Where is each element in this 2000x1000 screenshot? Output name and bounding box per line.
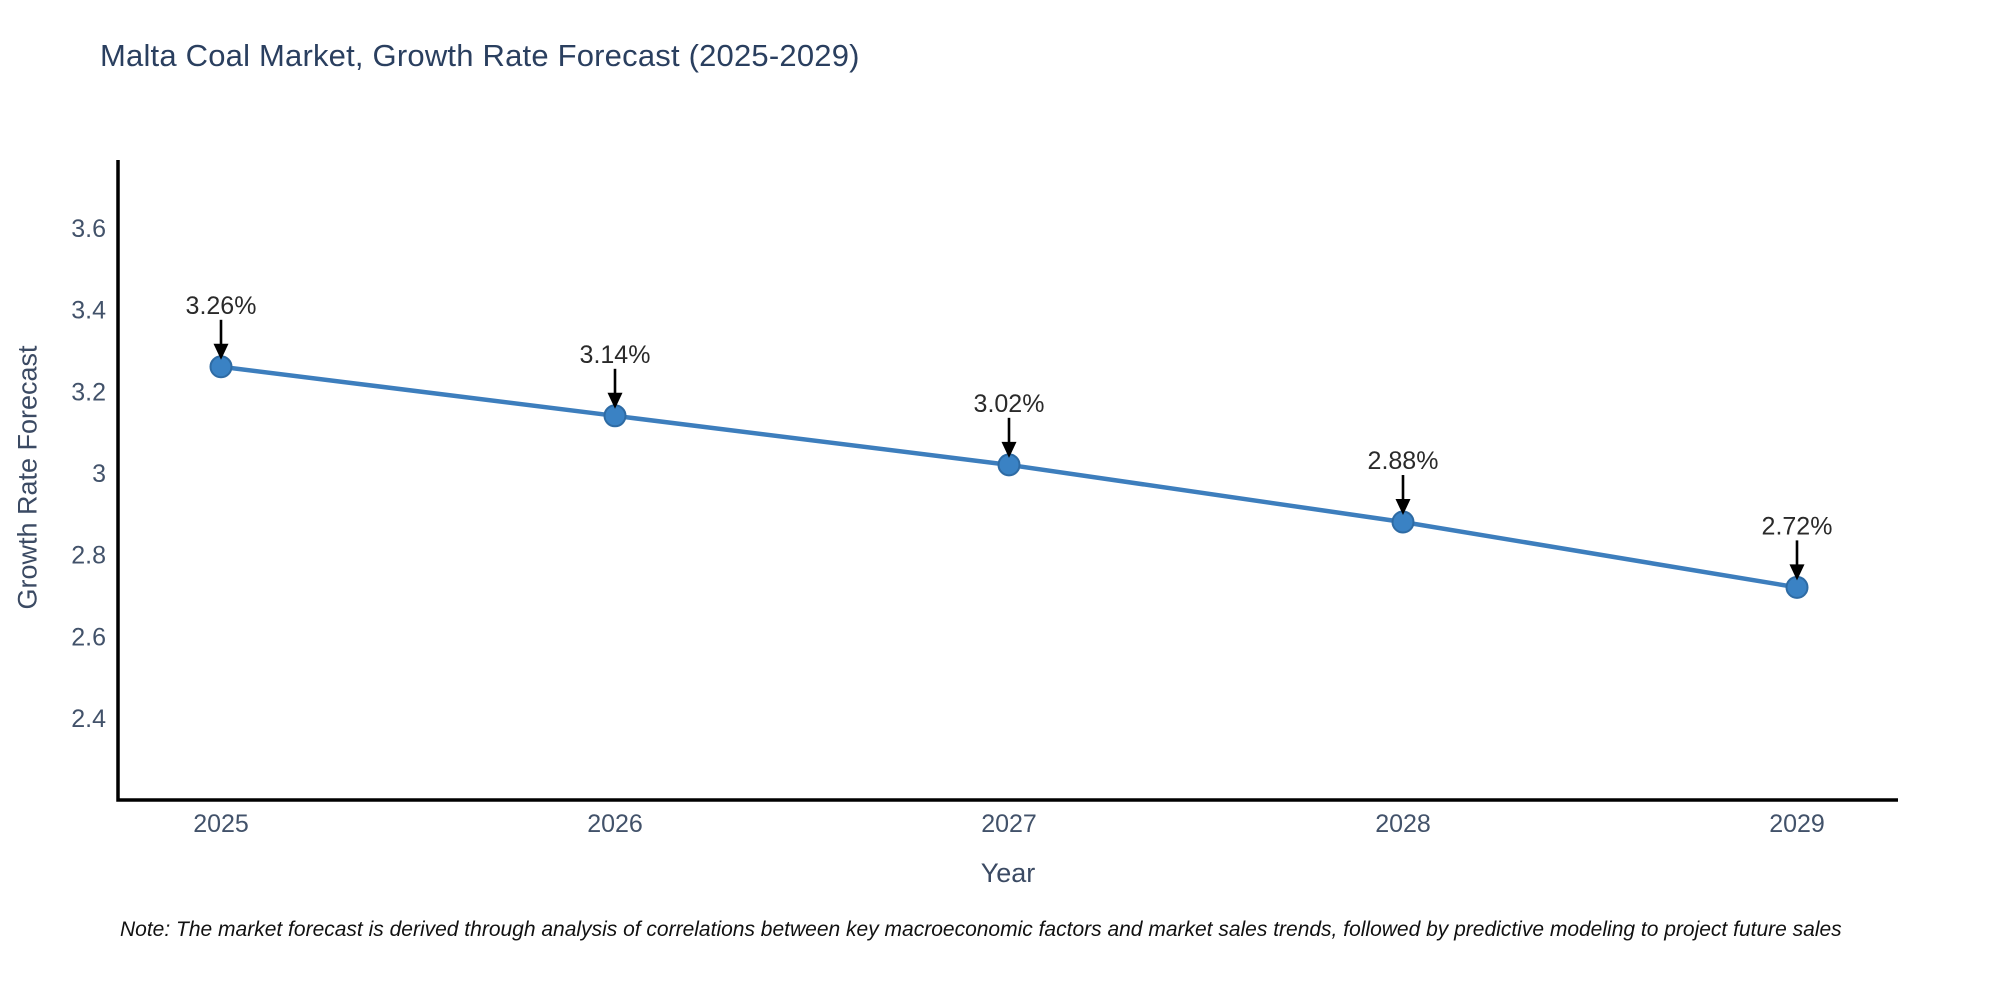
annotation-arrow-head [607,392,623,409]
y-tick-label: 3.4 [71,297,106,325]
data-point-label: 3.02% [974,390,1045,418]
annotation-arrow-head [1395,499,1411,516]
y-tick-label: 3 [92,460,106,488]
x-tick-label: 2026 [587,810,643,838]
x-tick-label: 2025 [193,810,249,838]
y-tick-label: 2.8 [71,542,106,570]
annotation-arrow-head [1001,441,1017,458]
data-point-label: 3.14% [580,341,651,369]
data-point-label: 2.88% [1368,447,1439,475]
y-tick-label: 3.6 [71,215,106,243]
x-tick-label: 2029 [1769,810,1825,838]
axis-lines [116,160,1898,802]
y-tick-label: 2.4 [71,705,106,733]
x-tick-label: 2028 [1375,810,1431,838]
chart-title: Malta Coal Market, Growth Rate Forecast … [100,38,860,73]
annotation-arrow-head [213,343,229,360]
annotation-arrow-head [1789,564,1805,581]
y-tick-label: 2.6 [71,623,106,651]
data-point-label: 2.72% [1762,512,1833,540]
x-tick-label: 2027 [981,810,1037,838]
x-axis-title: Year [980,858,1036,888]
methodology-note: Note: The market forecast is derived thr… [120,918,1842,941]
y-tick-label: 3.2 [71,378,106,406]
data-point-label: 3.26% [186,292,257,320]
